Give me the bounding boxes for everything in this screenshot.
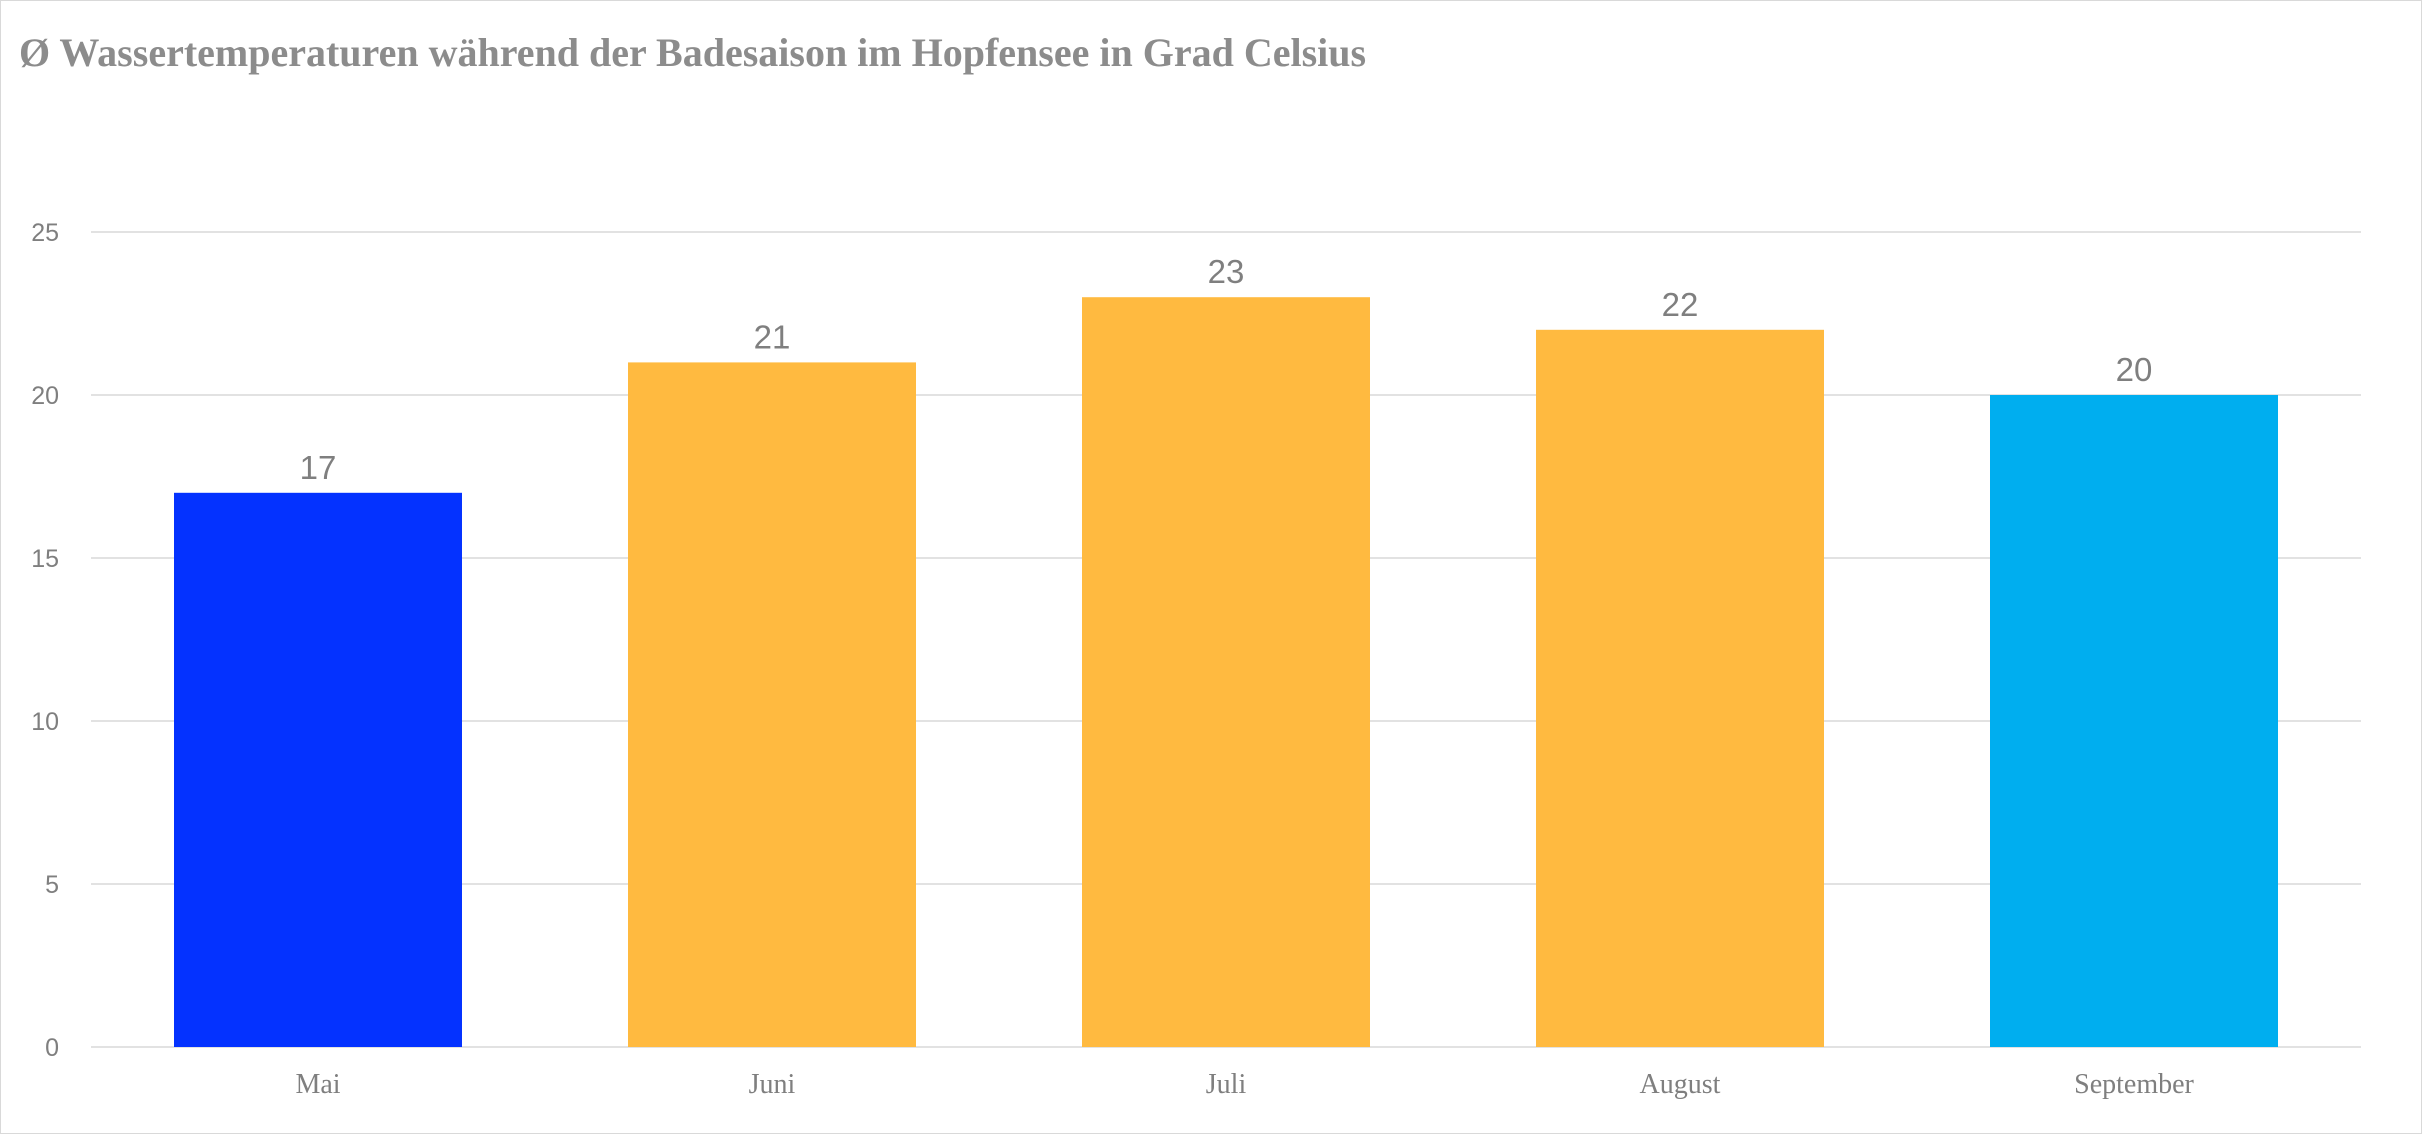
x-category-label: Juni	[749, 1069, 796, 1100]
bar-juni	[628, 362, 916, 1047]
y-tick-label: 5	[45, 871, 59, 899]
y-axis-ticks: 0 5 10 15 20 25	[31, 219, 59, 1062]
y-tick-label: 25	[31, 219, 59, 247]
bar-juli	[1082, 297, 1370, 1047]
x-category-label: August	[1640, 1069, 1721, 1100]
y-tick-label: 10	[31, 708, 59, 736]
y-tick-label: 0	[45, 1034, 59, 1062]
y-tick-label: 15	[31, 545, 59, 573]
data-label: 20	[2116, 351, 2153, 388]
data-label: 23	[1208, 253, 1245, 290]
x-category-label: Juli	[1206, 1069, 1247, 1100]
bars	[174, 297, 2278, 1047]
chart-title: Ø Wassertemperaturen während der Badesai…	[19, 30, 1367, 75]
x-category-label: Mai	[295, 1069, 340, 1100]
x-category-label: September	[2074, 1069, 2194, 1100]
data-label: 22	[1662, 286, 1699, 323]
data-labels: 17 21 23 22 20	[300, 253, 2153, 486]
bar-august	[1536, 329, 1824, 1047]
data-label: 21	[754, 318, 791, 355]
x-axis-categories: Mai Juni Juli August September	[295, 1069, 2194, 1100]
bar-mai	[174, 492, 462, 1047]
bar-september	[1990, 395, 2278, 1047]
data-label: 17	[300, 449, 337, 486]
y-tick-label: 20	[31, 382, 59, 410]
